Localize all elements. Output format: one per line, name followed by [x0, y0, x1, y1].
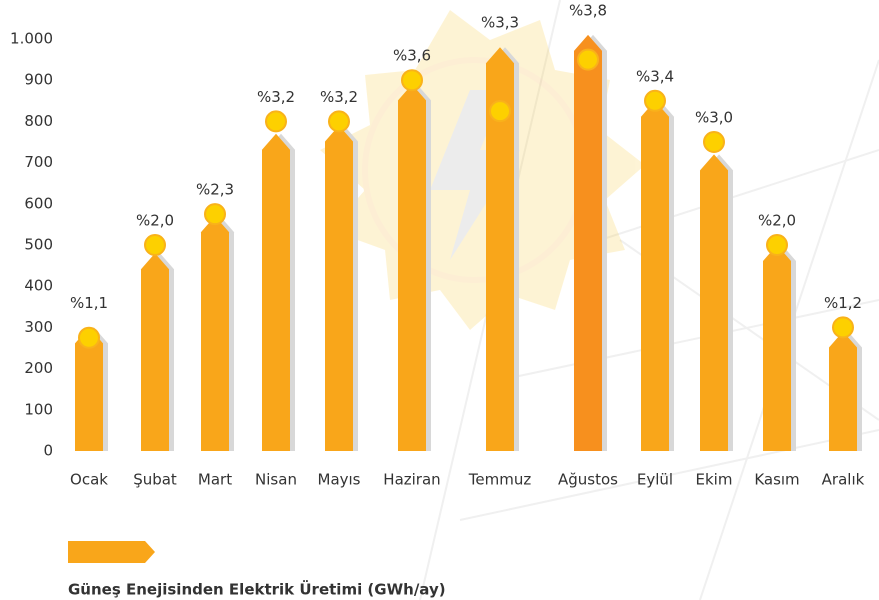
percent-dot	[578, 50, 598, 70]
x-tick-label: Kasım	[754, 471, 799, 489]
percent-label: %3,8	[569, 1, 607, 19]
y-tick-label: 300	[24, 318, 53, 336]
percent-dot	[767, 235, 787, 255]
percent-label: %3,0	[695, 109, 733, 127]
percent-label: %2,0	[758, 212, 796, 230]
percent-dot	[145, 235, 165, 255]
chart: Güneş Enejisinden Elektrik Üretimi (GWh/…	[0, 0, 879, 600]
percent-label: %3,4	[636, 67, 674, 85]
x-tick-label: Ocak	[70, 471, 108, 489]
x-tick-label: Mart	[198, 471, 232, 489]
bar	[829, 332, 857, 451]
percent-label: %3,2	[257, 88, 295, 106]
bar	[574, 35, 602, 451]
percent-label: %2,3	[196, 181, 234, 199]
percent-label: %3,6	[393, 47, 431, 65]
percent-dot	[329, 111, 349, 131]
x-tick-label: Haziran	[383, 471, 440, 489]
y-tick-label: 400	[24, 277, 53, 295]
percent-dot	[833, 317, 853, 337]
x-tick-label: Aralık	[822, 471, 865, 489]
percent-dot	[205, 204, 225, 224]
percent-label: %1,2	[824, 294, 862, 312]
y-tick-label: 1.000	[10, 30, 53, 48]
y-tick-label: 800	[24, 112, 53, 130]
legend-label: Güneş Enejisinden Elektrik Üretimi (GWh/…	[68, 580, 446, 599]
bar	[141, 253, 169, 451]
percent-label: %1,1	[70, 294, 108, 312]
bar	[325, 126, 353, 451]
bar	[763, 245, 791, 451]
y-tick-label: 0	[43, 442, 53, 460]
percent-label: %2,0	[136, 212, 174, 230]
bar	[641, 101, 669, 451]
percent-label: %3,2	[320, 88, 358, 106]
x-tick-label: Şubat	[133, 471, 177, 489]
y-tick-label: 200	[24, 359, 53, 377]
y-tick-label: 500	[24, 236, 53, 254]
bar	[262, 134, 290, 451]
percent-dot	[79, 328, 99, 348]
percent-dot	[704, 132, 724, 152]
percent-label: %3,3	[481, 14, 519, 32]
x-tick-label: Ekim	[696, 471, 733, 489]
percent-dot	[402, 70, 422, 90]
legend-swatch	[68, 541, 155, 563]
percent-dot	[490, 101, 510, 121]
x-tick-label: Eylül	[637, 471, 673, 489]
y-tick-label: 900	[24, 71, 53, 89]
x-tick-label: Mayıs	[318, 471, 361, 489]
bar	[201, 216, 229, 451]
percent-dot	[645, 91, 665, 111]
y-tick-label: 700	[24, 153, 53, 171]
bar	[398, 84, 426, 451]
x-tick-label: Temmuz	[468, 471, 532, 489]
bar	[700, 154, 728, 451]
y-tick-label: 100	[24, 400, 53, 418]
x-tick-label: Nisan	[255, 471, 297, 489]
y-tick-label: 600	[24, 194, 53, 212]
x-tick-label: Ağustos	[558, 471, 618, 489]
percent-dot	[266, 111, 286, 131]
